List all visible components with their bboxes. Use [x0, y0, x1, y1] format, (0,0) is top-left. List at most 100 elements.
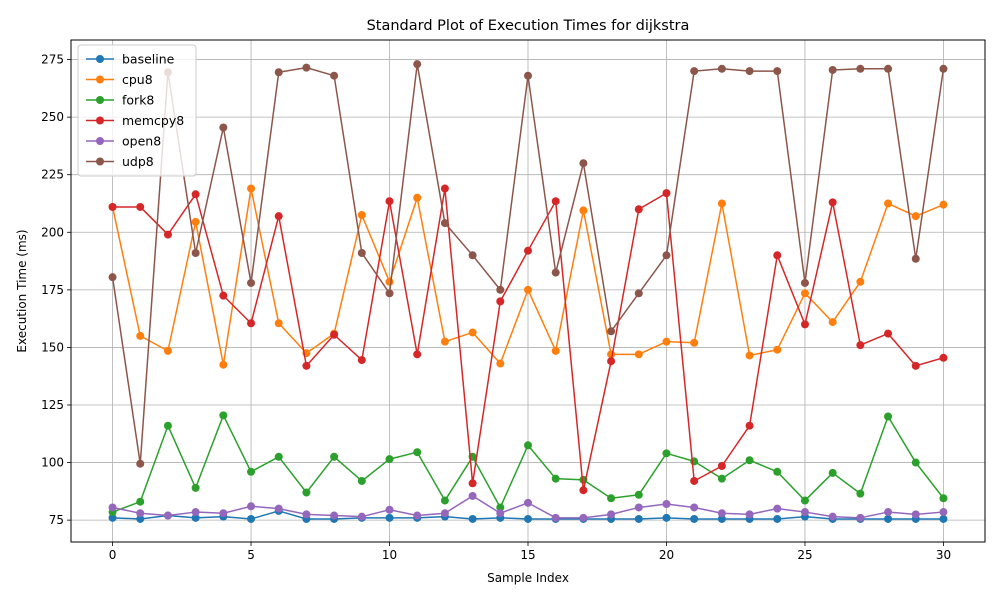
data-point-memcpy8 — [939, 353, 948, 362]
data-point-udp8 — [385, 289, 394, 298]
data-point-cpu8 — [524, 285, 532, 294]
legend: baseline cpu8 fork8 memcpy8 open8 udp8 — [77, 44, 197, 177]
x-tick-label: 15 — [520, 548, 535, 562]
data-point-cpu8 — [717, 199, 726, 208]
y-tick-label: 100 — [41, 456, 64, 470]
data-point-cpu8 — [496, 359, 505, 368]
data-point-open8 — [690, 503, 699, 512]
x-tick-label: 20 — [659, 548, 674, 562]
data-point-open8 — [607, 510, 616, 519]
data-point-open8 — [108, 503, 117, 512]
data-point-open8 — [662, 500, 671, 508]
data-point-udp8 — [690, 67, 699, 76]
data-point-udp8 — [773, 67, 782, 76]
data-point-udp8 — [551, 268, 560, 277]
data-point-baseline — [773, 514, 782, 523]
data-point-fork8 — [247, 467, 256, 476]
data-point-open8 — [800, 508, 809, 517]
legend-item-cpu8: cpu8 — [86, 72, 153, 87]
data-point-memcpy8 — [717, 462, 726, 471]
y-tick-label: 200 — [41, 225, 64, 239]
data-point-memcpy8 — [579, 486, 588, 495]
data-point-fork8 — [219, 411, 228, 420]
data-point-memcpy8 — [662, 189, 671, 198]
data-point-open8 — [773, 504, 782, 513]
data-point-open8 — [385, 505, 394, 514]
data-point-fork8 — [385, 455, 394, 464]
data-point-udp8 — [302, 63, 311, 72]
data-point-cpu8 — [634, 350, 643, 359]
data-point-cpu8 — [939, 200, 948, 209]
legend-item-udp8: udp8 — [86, 154, 154, 169]
y-axis-label: Execution Time (ms) — [15, 229, 29, 352]
x-tick-label: 10 — [382, 548, 397, 562]
data-point-memcpy8 — [163, 230, 172, 239]
data-point-open8 — [745, 510, 754, 519]
data-point-open8 — [524, 498, 532, 507]
data-point-open8 — [219, 509, 228, 518]
legend-marker — [96, 116, 104, 125]
data-point-open8 — [163, 511, 172, 520]
data-point-open8 — [468, 491, 477, 500]
data-point-fork8 — [828, 468, 837, 477]
data-point-memcpy8 — [773, 251, 782, 260]
data-point-memcpy8 — [440, 184, 449, 193]
data-point-cpu8 — [911, 212, 920, 221]
data-point-open8 — [302, 510, 311, 519]
data-point-udp8 — [191, 249, 200, 257]
data-point-memcpy8 — [247, 319, 256, 328]
data-point-udp8 — [634, 289, 643, 298]
data-point-fork8 — [607, 494, 616, 503]
data-point-cpu8 — [662, 337, 671, 346]
data-point-cpu8 — [745, 351, 754, 360]
data-point-udp8 — [247, 278, 256, 287]
data-point-fork8 — [856, 489, 865, 498]
x-tick-label: 30 — [936, 548, 951, 562]
data-point-memcpy8 — [357, 356, 366, 365]
legend-marker — [96, 137, 104, 145]
data-point-open8 — [884, 508, 893, 517]
data-point-udp8 — [219, 123, 228, 132]
legend-label: fork8 — [122, 93, 154, 108]
data-point-baseline — [717, 514, 726, 523]
legend-item-memcpy8: memcpy8 — [86, 113, 184, 128]
legend-label: open8 — [122, 134, 161, 149]
data-point-cpu8 — [163, 346, 172, 355]
data-point-udp8 — [136, 459, 145, 468]
data-point-udp8 — [828, 65, 837, 74]
y-tick-label: 125 — [41, 398, 64, 412]
data-point-open8 — [247, 502, 256, 511]
data-point-udp8 — [274, 68, 283, 77]
data-point-cpu8 — [884, 199, 893, 208]
data-point-cpu8 — [856, 277, 865, 286]
data-point-udp8 — [856, 64, 865, 73]
data-point-fork8 — [911, 458, 920, 467]
chart-title: Standard Plot of Execution Times for dij… — [367, 18, 690, 34]
data-point-udp8 — [607, 327, 616, 336]
data-point-memcpy8 — [856, 341, 865, 350]
data-point-open8 — [551, 513, 560, 522]
data-point-cpu8 — [773, 345, 782, 354]
data-point-cpu8 — [828, 318, 837, 327]
data-point-open8 — [136, 509, 145, 518]
data-point-udp8 — [939, 64, 948, 73]
data-point-udp8 — [745, 67, 754, 76]
data-point-fork8 — [136, 497, 145, 506]
data-point-udp8 — [884, 64, 893, 73]
data-point-cpu8 — [413, 193, 422, 202]
data-point-fork8 — [191, 483, 200, 492]
x-tick-label: 0 — [109, 548, 117, 562]
y-tick-label: 250 — [41, 110, 64, 124]
data-point-memcpy8 — [800, 320, 809, 329]
data-point-udp8 — [468, 251, 477, 260]
data-point-baseline — [634, 514, 643, 523]
data-point-cpu8 — [468, 328, 477, 337]
data-point-open8 — [828, 512, 837, 521]
legend-item-fork8: fork8 — [86, 93, 154, 108]
data-point-cpu8 — [690, 338, 699, 347]
data-point-fork8 — [496, 503, 505, 512]
data-point-cpu8 — [191, 217, 200, 226]
data-point-cpu8 — [247, 184, 256, 193]
data-point-fork8 — [163, 421, 172, 430]
data-point-memcpy8 — [136, 202, 145, 211]
